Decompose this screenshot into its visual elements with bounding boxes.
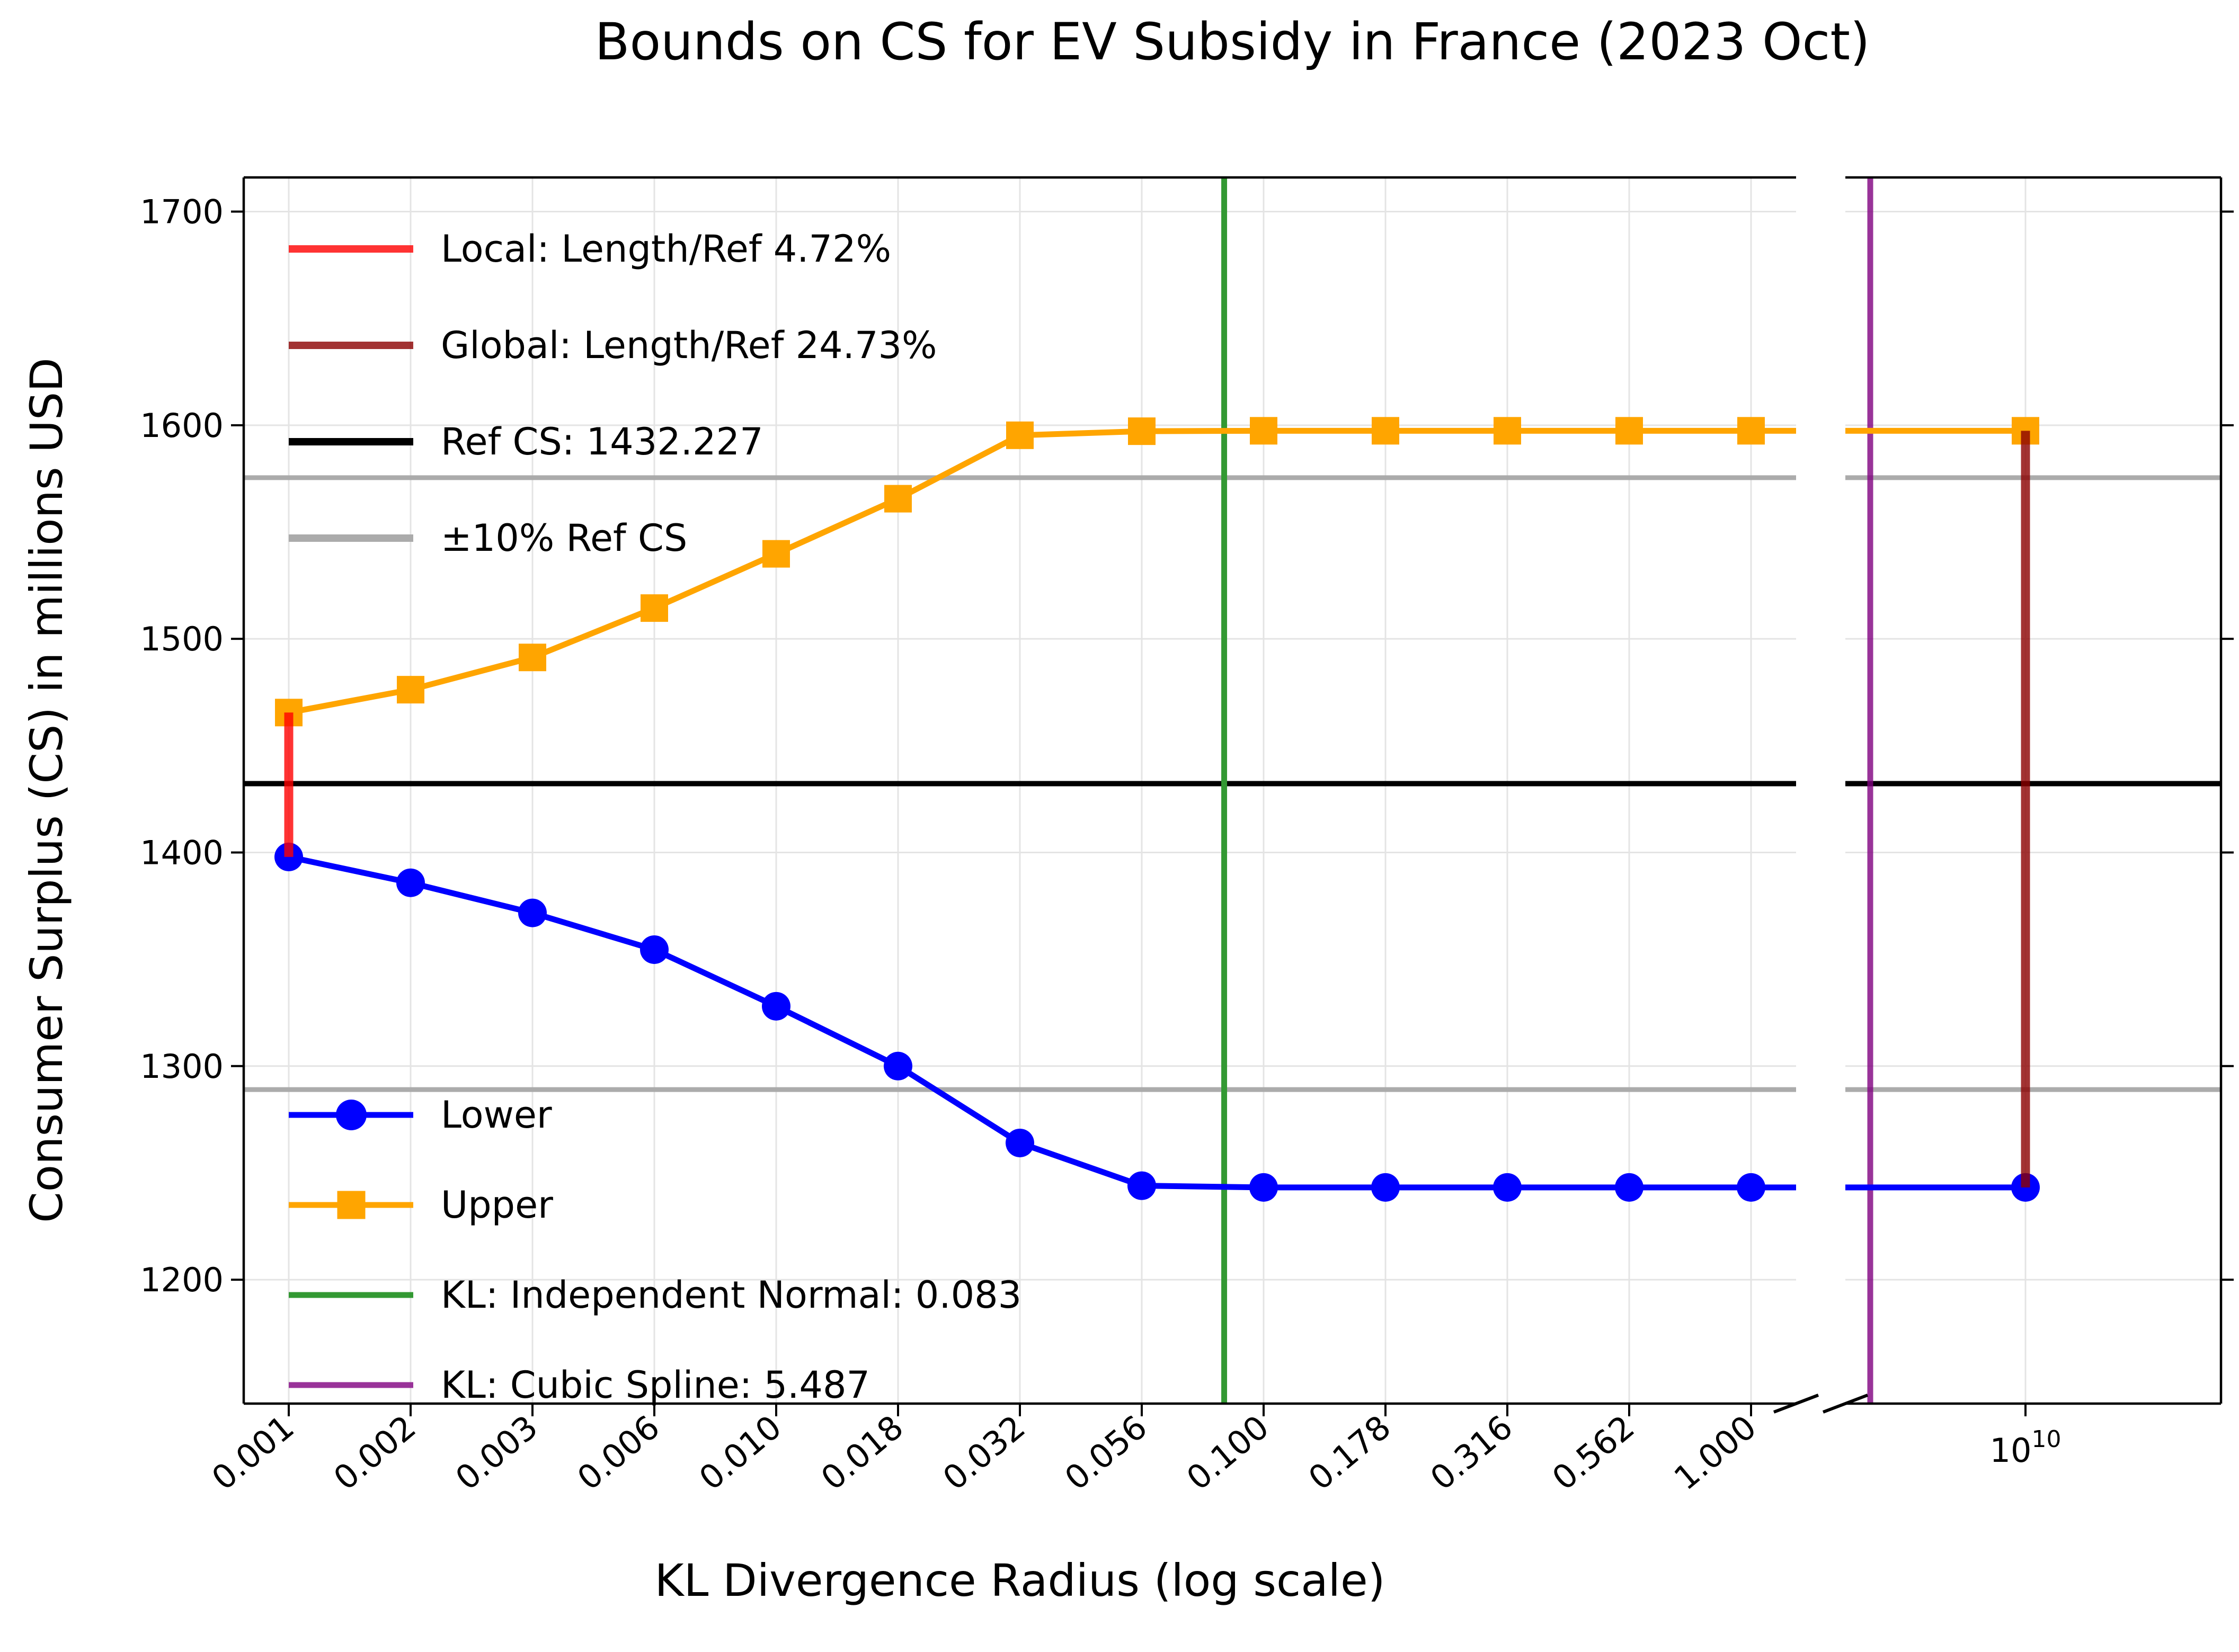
lower-line xyxy=(288,854,1796,1191)
x-tick-label: 0.056 xyxy=(1058,1408,1154,1498)
legend-label: Upper xyxy=(441,1183,553,1227)
lower-marker xyxy=(640,935,669,964)
band-line-swatch xyxy=(289,520,413,557)
legend-label: ±10% Ref CS xyxy=(441,516,688,560)
legend-row-upper: Upper xyxy=(289,1160,1021,1250)
x-tick-label: 0.562 xyxy=(1545,1408,1642,1498)
upper-marker xyxy=(519,644,546,672)
lower-marker xyxy=(1006,1128,1034,1157)
y-axis-label: Consumer Surplus (CS) in millions USD xyxy=(21,358,73,1223)
legend-row-refcs: Ref CS: 1432.227 xyxy=(289,394,937,490)
legend-label: KL: Cubic Spline: 5.487 xyxy=(441,1363,870,1407)
legend-label: Ref CS: 1432.227 xyxy=(441,420,763,463)
lower-line-swatch xyxy=(289,1096,413,1133)
ref-cs-line-swatch xyxy=(289,423,413,460)
kl-spline-line-swatch xyxy=(289,1367,413,1404)
upper-marker xyxy=(1372,417,1399,445)
lower-marker xyxy=(762,992,790,1021)
lower-marker xyxy=(884,1051,912,1081)
y-tick-label: 1500 xyxy=(140,620,224,658)
upper-square-marker-icon xyxy=(337,1191,365,1219)
upper-marker xyxy=(397,676,424,704)
legend-row-lower: Lower xyxy=(289,1070,1021,1160)
chart-title: Bounds on CS for EV Subsidy in France (2… xyxy=(594,12,1870,72)
y-tick-label: 1600 xyxy=(140,406,224,445)
upper-marker xyxy=(1128,417,1156,445)
break-mark xyxy=(1822,1394,1869,1414)
upper-marker xyxy=(1737,417,1765,445)
upper-marker xyxy=(1494,417,1521,445)
break-mark xyxy=(1773,1394,1819,1414)
far-x-tick-label: 1010 xyxy=(1990,1426,2062,1470)
y-tick-label: 1400 xyxy=(140,833,224,872)
lower-marker xyxy=(1493,1173,1522,1202)
legend-label: Lower xyxy=(441,1093,552,1137)
lower-marker xyxy=(1371,1173,1400,1202)
lower-marker xyxy=(1127,1171,1156,1200)
legend-series: Lower Upper KL: Independent Normal: 0.08… xyxy=(289,1070,1021,1430)
legend-label: KL: Independent Normal: 0.083 xyxy=(441,1273,1022,1317)
legend-label: Local: Length/Ref 4.72% xyxy=(441,227,892,271)
upper-line xyxy=(288,427,1796,716)
x-tick-label: 0.316 xyxy=(1423,1408,1520,1498)
lower-marker xyxy=(1737,1173,1765,1202)
upper-marker xyxy=(1006,421,1034,449)
lower-marker xyxy=(518,898,547,927)
upper-marker xyxy=(762,540,790,568)
kl-normal-line-swatch xyxy=(289,1276,413,1314)
x-tick-label: 0.001 xyxy=(205,1408,301,1498)
legend-row-global: Global: Length/Ref 24.73% xyxy=(289,297,937,394)
lower-marker xyxy=(396,868,425,897)
legend-row-kl-normal: KL: Independent Normal: 0.083 xyxy=(289,1250,1021,1340)
y-tick-label: 1200 xyxy=(140,1261,224,1299)
upper-marker xyxy=(641,594,668,622)
x-tick-label: 0.100 xyxy=(1179,1408,1276,1498)
legend-row-band: ±10% Ref CS xyxy=(289,490,937,586)
legend-label: Global: Length/Ref 24.73% xyxy=(441,324,937,367)
upper-line-swatch xyxy=(289,1186,413,1224)
x-tick-label: 1.000 xyxy=(1667,1408,1764,1498)
lower-circle-marker-icon xyxy=(335,1100,367,1130)
x-tick-label: 0.178 xyxy=(1301,1408,1398,1498)
legend-ref: Local: Length/Ref 4.72% Global: Length/R… xyxy=(289,201,937,586)
upper-marker xyxy=(884,485,912,513)
lower-marker xyxy=(1249,1173,1278,1202)
upper-marker xyxy=(1250,417,1277,445)
global-line-swatch xyxy=(289,327,413,364)
upper-marker xyxy=(1615,417,1643,445)
y-tick-label: 1300 xyxy=(140,1047,224,1086)
local-line-swatch xyxy=(289,230,413,267)
x-axis-label: KL Divergence Radius (log scale) xyxy=(654,1555,1385,1606)
legend-row-local: Local: Length/Ref 4.72% xyxy=(289,201,937,297)
legend-row-kl-spline: KL: Cubic Spline: 5.487 xyxy=(289,1340,1021,1430)
y-tick-label: 1700 xyxy=(140,193,224,231)
lower-marker xyxy=(1615,1173,1643,1202)
